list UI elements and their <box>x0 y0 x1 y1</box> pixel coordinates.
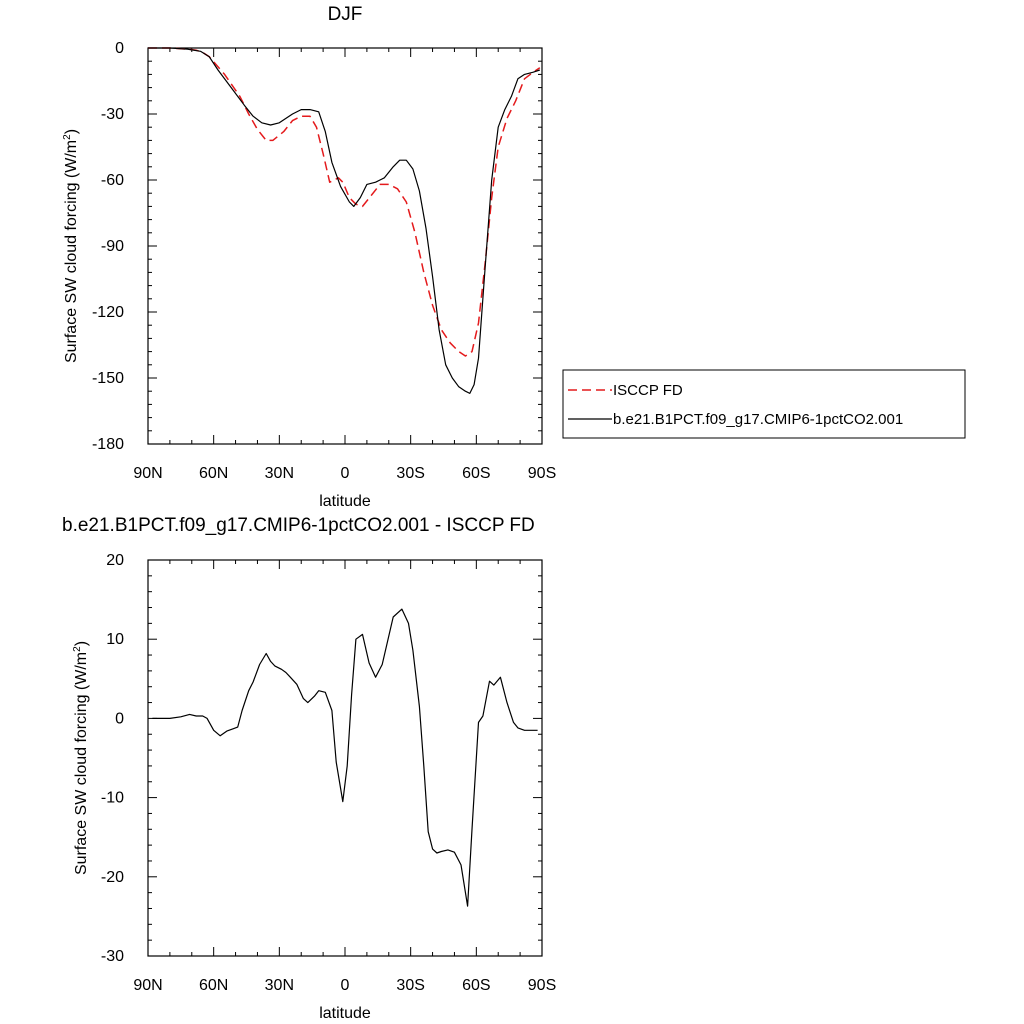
series-line-model <box>148 47 540 394</box>
legend-label-model: b.e21.B1PCT.f09_g17.CMIP6-1pctCO2.001 <box>613 411 903 428</box>
y-tick-label: -20 <box>101 869 124 886</box>
y-tick-label: -10 <box>101 790 124 807</box>
x-tick-label: 30N <box>265 465 294 482</box>
x-tick-label: 0 <box>341 465 350 482</box>
difference-series-lines <box>152 608 538 907</box>
x-tick-label: 30S <box>396 465 424 482</box>
y-tick-label: -120 <box>92 304 124 321</box>
legend-label-isccp: ISCCP FD <box>613 382 683 399</box>
djf-legend: ISCCP FD b.e21.B1PCT.f09_g17.CMIP6-1pctC… <box>562 369 966 439</box>
x-tick-label: 30S <box>396 977 424 994</box>
x-tick-label: 0 <box>341 977 350 994</box>
djf-y-tick-labels: 0 -30 -60 -90 -120 -150 -180 <box>92 40 124 453</box>
djf-y-axis-label: Surface SW cloud forcing (W/m2) <box>62 129 80 363</box>
djf-x-axis-label: latitude <box>319 493 371 510</box>
y-tick-label: -30 <box>101 106 124 123</box>
difference-panel: b.e21.B1PCT.f09_g17.CMIP6-1pctCO2.001 - … <box>62 515 556 1022</box>
x-tick-label: 90S <box>528 465 556 482</box>
djf-tick-marks <box>147 47 543 445</box>
djf-plot-frame <box>147 47 543 445</box>
legend-box <box>562 369 966 439</box>
x-tick-label: 90N <box>133 465 162 482</box>
djf-x-tick-labels: 90N 60N 30N 0 30S 60S 90S <box>133 465 556 482</box>
x-tick-label: 90N <box>133 977 162 994</box>
difference-x-axis-label: latitude <box>319 1005 371 1022</box>
djf-series-lines <box>148 47 541 394</box>
x-tick-label: 90S <box>528 977 556 994</box>
y-tick-label: 0 <box>115 710 124 727</box>
x-tick-label: 60S <box>462 977 490 994</box>
difference-y-axis-label: Surface SW cloud forcing (W/m2) <box>72 641 90 875</box>
y-tick-label: -60 <box>101 172 124 189</box>
y-tick-label: 20 <box>106 552 124 569</box>
y-tick-label: 0 <box>115 40 124 57</box>
y-tick-label: 10 <box>106 631 124 648</box>
difference-chart-title: b.e21.B1PCT.f09_g17.CMIP6-1pctCO2.001 - … <box>62 515 535 536</box>
series-line-isccp-fd <box>148 47 541 357</box>
y-tick-label: -150 <box>92 370 124 387</box>
series-line-difference <box>152 608 538 907</box>
x-tick-label: 60N <box>199 977 228 994</box>
y-tick-label: -30 <box>101 948 124 965</box>
djf-chart-title: DJF <box>328 4 363 25</box>
x-tick-label: 60N <box>199 465 228 482</box>
difference-plot-frame <box>147 559 543 957</box>
y-tick-label: -90 <box>101 238 124 255</box>
y-tick-label: -180 <box>92 436 124 453</box>
x-tick-label: 30N <box>265 977 294 994</box>
difference-y-tick-labels: 20 10 0 -10 -20 -30 <box>101 552 124 965</box>
difference-tick-marks <box>147 559 543 957</box>
djf-panel: DJF 0 -30 -60 -90 -120 -150 -180 90N 60N 30N 0 30S… <box>62 4 966 510</box>
difference-x-tick-labels: 90N 60N 30N 0 30S 60S 90S <box>133 977 556 994</box>
x-tick-label: 60S <box>462 465 490 482</box>
